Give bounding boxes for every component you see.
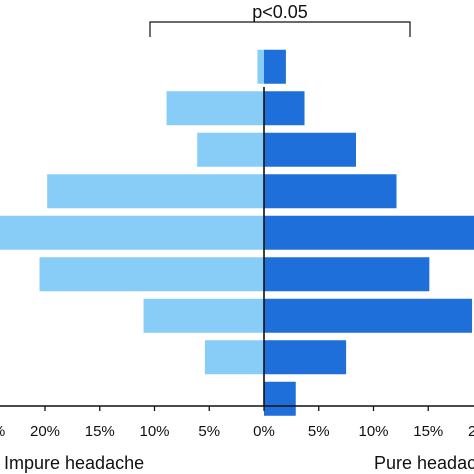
significance-bracket bbox=[149, 21, 411, 37]
x-tick-label-left-1: 20% bbox=[30, 423, 60, 440]
x-tick-label-left-2: 15% bbox=[85, 423, 115, 440]
x-tick-label-left-4: 5% bbox=[198, 423, 220, 440]
x-tick-label-right-4: 20% bbox=[468, 423, 474, 440]
x-tick-label-right-3: 15% bbox=[413, 423, 443, 440]
legend-pure-headache: Pure headache bbox=[374, 453, 474, 473]
significance-label: p<0.05 bbox=[252, 2, 308, 22]
pure-bar-2 bbox=[264, 91, 305, 126]
impure-bar-7 bbox=[143, 298, 264, 333]
pure-bars-group bbox=[264, 49, 474, 416]
pure-bar-6 bbox=[264, 257, 430, 292]
x-tick-label-left-3: 10% bbox=[139, 423, 169, 440]
impure-bar-4 bbox=[47, 174, 264, 209]
pure-bar-7 bbox=[264, 298, 473, 333]
pure-bar-4 bbox=[264, 174, 397, 209]
pure-bar-3 bbox=[264, 132, 356, 167]
x-axis-ticks: 25% 20% 15% 10% 5% 0% 5% 10% 15% 20% bbox=[0, 406, 474, 440]
legend-impure-headache: Impure headache bbox=[4, 453, 144, 473]
impure-bar-3 bbox=[197, 132, 264, 167]
pure-bar-5 bbox=[264, 215, 474, 250]
impure-bar-5 bbox=[0, 215, 264, 250]
pure-bar-1 bbox=[264, 49, 286, 84]
impure-bar-1 bbox=[257, 49, 264, 84]
impure-bar-8 bbox=[204, 340, 264, 375]
x-tick-label-right-0: 0% bbox=[253, 423, 275, 440]
impure-bars-group bbox=[0, 49, 265, 375]
pure-bar-9 bbox=[264, 381, 296, 416]
x-tick-label-left-0: 25% bbox=[0, 423, 5, 440]
x-tick-label-right-1: 5% bbox=[308, 423, 330, 440]
x-tick-label-right-2: 10% bbox=[358, 423, 388, 440]
pure-bar-8 bbox=[264, 340, 347, 375]
impure-bar-6 bbox=[39, 257, 265, 292]
impure-bar-2 bbox=[166, 91, 264, 126]
